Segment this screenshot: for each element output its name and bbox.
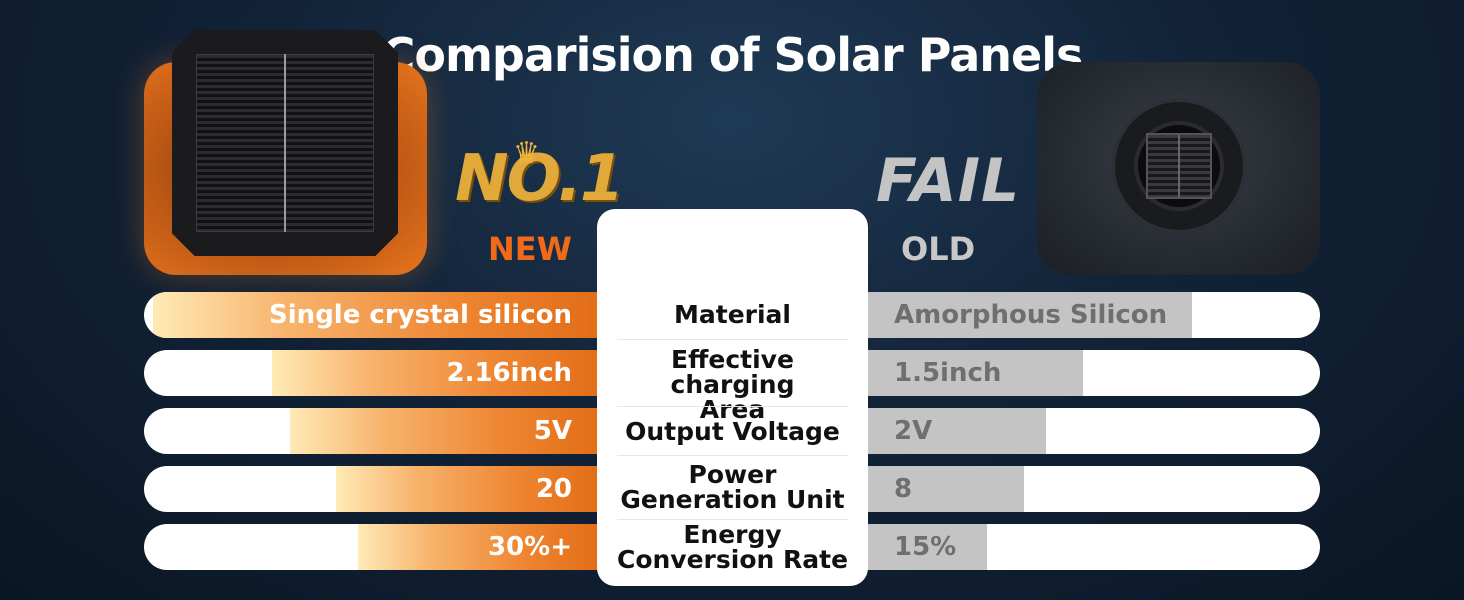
feature-label-area: Effective charging Area bbox=[670, 345, 795, 424]
divider bbox=[617, 339, 848, 340]
crown-icon: ♛ bbox=[513, 136, 540, 171]
old-value: Amorphous Silicon bbox=[894, 300, 1168, 330]
feature-label-material: Material bbox=[674, 300, 791, 329]
new-value: 5V bbox=[533, 416, 572, 446]
new-level-bar bbox=[272, 350, 600, 396]
feature-label-power: Power Generation Unit bbox=[620, 460, 845, 514]
old-level-bar bbox=[864, 524, 987, 570]
divider bbox=[617, 519, 848, 520]
new-level-bar bbox=[336, 466, 600, 512]
old-label: OLD bbox=[901, 230, 976, 268]
new-value: 20 bbox=[535, 474, 572, 504]
new-level-bar bbox=[153, 292, 600, 338]
old-level-bar bbox=[864, 292, 1192, 338]
old-value: 15% bbox=[894, 532, 957, 562]
new-value: Single crystal silicon bbox=[269, 300, 572, 330]
old-level-bar bbox=[864, 350, 1083, 396]
old-value: 1.5inch bbox=[894, 358, 1002, 388]
old-level-bar bbox=[864, 408, 1046, 454]
square-solar-panel-icon bbox=[172, 30, 398, 256]
new-value: 2.16inch bbox=[446, 358, 573, 388]
round-solar-panel-icon bbox=[1112, 99, 1246, 233]
new-label: NEW bbox=[488, 230, 572, 268]
old-value: 2V bbox=[894, 416, 933, 446]
feature-label-card bbox=[597, 209, 868, 586]
new-level-bar bbox=[290, 408, 600, 454]
divider bbox=[617, 455, 848, 456]
fail-badge: FAIL bbox=[876, 146, 1021, 216]
feature-label-voltage: Output Voltage bbox=[625, 417, 840, 446]
old-value: 8 bbox=[894, 474, 913, 504]
rank-badge: NO.1 bbox=[455, 142, 624, 216]
old-level-bar bbox=[864, 466, 1024, 512]
divider bbox=[617, 406, 848, 407]
new-level-bar bbox=[358, 524, 600, 570]
new-value: 30%+ bbox=[487, 532, 572, 562]
page-title: Comparision of Solar Panels bbox=[381, 28, 1084, 82]
feature-label-efficiency: Energy Conversion Rate bbox=[616, 520, 849, 574]
